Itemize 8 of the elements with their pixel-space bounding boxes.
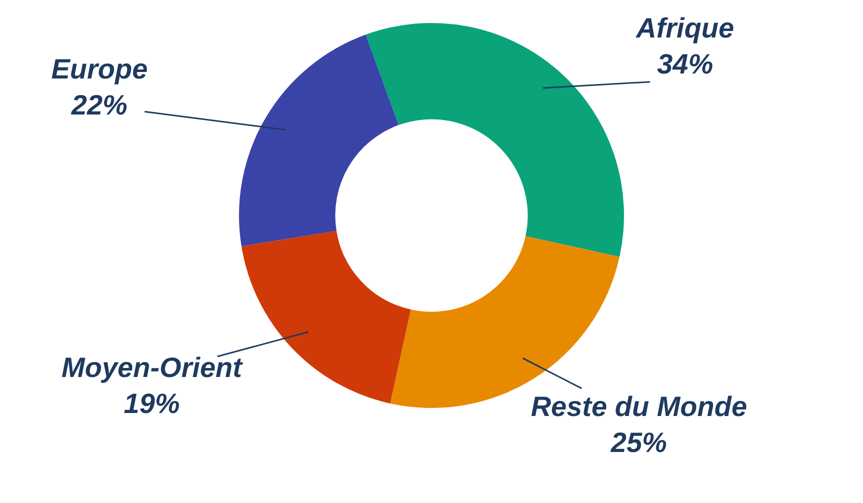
- slice-label: Moyen-Orient: [62, 352, 244, 384]
- data-label: 25%: [610, 427, 668, 458]
- slice-label: Reste du Monde: [530, 391, 748, 422]
- data-label: 34%: [657, 48, 714, 80]
- slice-label: Europe: [51, 54, 148, 85]
- data-label: 19%: [124, 388, 180, 420]
- slice-label: Afrique: [635, 12, 734, 44]
- data-label: 22%: [70, 90, 128, 121]
